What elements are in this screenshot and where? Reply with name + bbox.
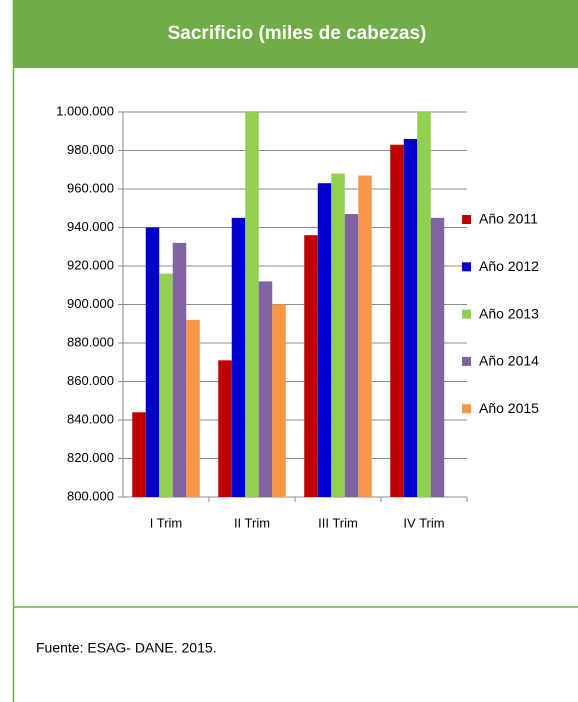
bar (430, 217, 445, 497)
bar (172, 242, 187, 497)
y-tick-label: 840.000 (67, 411, 114, 426)
y-tick-label: 920.000 (67, 257, 114, 272)
y-tick-label: 820.000 (67, 450, 114, 465)
y-tick-label: 940.000 (67, 219, 114, 234)
source: Fuente: ESAG- DANE. 2015. (36, 640, 217, 656)
bar (145, 227, 160, 497)
legend-swatch (462, 404, 471, 414)
legend-label: Año 2014 (479, 353, 539, 369)
bar (159, 273, 173, 497)
bar (417, 112, 431, 497)
legend-swatch (462, 262, 471, 272)
x-tick-label: III Trim (318, 515, 358, 530)
y-tick-label: 860.000 (67, 373, 114, 388)
bar (258, 281, 273, 497)
bar (403, 138, 418, 497)
legend-label: Año 2013 (479, 305, 539, 321)
bar (218, 360, 232, 497)
y-tick-label: 880.000 (67, 334, 114, 349)
y-tick-label: 960.000 (67, 180, 114, 195)
bar (304, 235, 318, 497)
header-bar (13, 0, 578, 68)
legend-swatch (462, 309, 471, 319)
x-tick-label: I Trim (150, 515, 183, 530)
legend-label: Año 2011 (479, 211, 538, 227)
bar (231, 217, 246, 497)
bar (186, 319, 200, 497)
x-tick-label: IV Trim (403, 515, 444, 530)
y-tick-label: 1.000.000 (56, 103, 114, 118)
bar (132, 412, 146, 497)
x-tick-label: II Trim (234, 515, 270, 530)
bar (317, 183, 332, 497)
bar (272, 304, 286, 497)
legend-swatch (462, 215, 471, 224)
bar (358, 175, 372, 497)
y-tick-label: 900.000 (67, 296, 114, 311)
legend-label: Año 2015 (479, 400, 539, 416)
bar (245, 112, 259, 497)
y-tick-label: 980.000 (67, 142, 114, 157)
legend-swatch (462, 356, 471, 366)
bar (390, 144, 404, 497)
bar (331, 173, 345, 497)
y-tick-label: 800.000 (67, 488, 114, 503)
bar (344, 214, 359, 497)
legend-label: Año 2012 (479, 258, 539, 274)
chart-title: Sacrificio (miles de cabezas) (168, 23, 427, 44)
